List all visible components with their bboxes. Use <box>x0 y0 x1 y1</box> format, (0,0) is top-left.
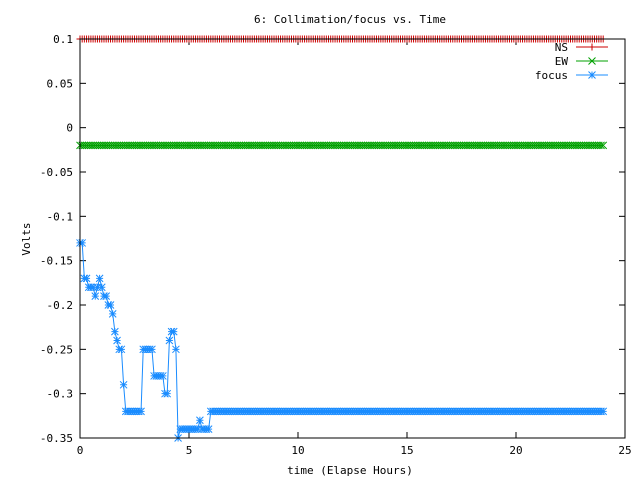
data-point <box>599 141 608 150</box>
legend-marker-focus <box>588 71 596 79</box>
x-tick-label: 10 <box>291 444 304 457</box>
x-tick-label: 20 <box>509 444 522 457</box>
series-focus <box>76 239 608 442</box>
data-point <box>97 283 106 292</box>
data-point <box>82 274 91 283</box>
legend-label-ew: EW <box>555 55 569 68</box>
x-tick-label: 5 <box>186 444 193 457</box>
y-tick-label: -0.35 <box>40 432 73 445</box>
y-tick-label: 0 <box>66 122 73 135</box>
data-point <box>196 416 204 425</box>
data-point <box>102 292 111 300</box>
data-point <box>119 380 128 389</box>
data-point <box>165 336 174 345</box>
y-tick-label: -0.3 <box>47 388 74 401</box>
data-point <box>599 407 608 416</box>
data-point <box>163 389 172 398</box>
y-tick-label: 0.05 <box>47 77 74 90</box>
data-point <box>78 239 87 247</box>
x-tick-label: 15 <box>400 444 413 457</box>
y-tick-label: 0.1 <box>53 33 73 46</box>
y-tick-label: -0.25 <box>40 343 73 356</box>
data-point <box>111 327 119 336</box>
y-tick-label: -0.2 <box>47 299 74 312</box>
data-point <box>108 310 117 318</box>
plot-frame <box>79 38 626 439</box>
data-point <box>148 345 156 354</box>
data-point <box>106 301 115 309</box>
data-point <box>158 372 167 380</box>
data-point <box>113 336 121 345</box>
x-tick-label: 0 <box>77 444 84 457</box>
y-tick-label: -0.05 <box>40 166 73 179</box>
legend-label-ns: NS <box>555 41 568 54</box>
legend-label-focus: focus <box>535 69 568 82</box>
x-tick-label: 25 <box>618 444 631 457</box>
data-point <box>169 327 178 336</box>
data-point <box>117 345 126 354</box>
data-point <box>172 345 180 354</box>
data-point <box>93 283 102 292</box>
chart-title: 6: Collimation/focus vs. Time <box>254 13 446 26</box>
data-point <box>193 425 202 433</box>
data-point <box>89 283 97 292</box>
data-point <box>597 141 605 150</box>
y-tick-label: -0.15 <box>40 255 73 268</box>
legend-marker-ns <box>588 43 596 51</box>
data-point <box>95 274 104 283</box>
data-point <box>91 292 100 300</box>
data-point <box>137 407 145 416</box>
x-axis-label: time (Elapse Hours) <box>287 464 413 477</box>
y-tick-label: -0.1 <box>47 210 74 223</box>
y-axis-label: Volts <box>20 222 33 255</box>
series-ew <box>76 141 608 150</box>
data-point <box>204 425 213 433</box>
legend-marker-ew <box>588 57 596 65</box>
